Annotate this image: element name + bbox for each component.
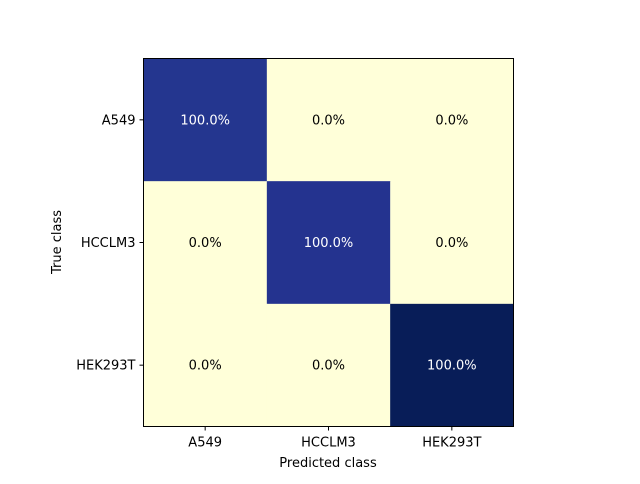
y-tick-label-2: HEK293T xyxy=(76,359,135,374)
cell-label-1-2: 0.0% xyxy=(435,236,468,251)
heatmap-cell-1-0 xyxy=(143,181,268,305)
cell-label-0-2: 0.0% xyxy=(435,113,468,128)
cell-label-2-2: 100.0% xyxy=(427,359,477,374)
heatmap-cell-0-2 xyxy=(390,58,514,182)
heatmap-cell-1-2 xyxy=(390,181,514,305)
cell-label-1-0: 0.0% xyxy=(189,236,222,251)
cell-label-1-1: 100.0% xyxy=(304,236,354,251)
cell-label-2-1: 0.0% xyxy=(312,359,345,374)
axis-ticks: A549 HCCLM3 HEK293T A549 HCCLM3 HEK293T xyxy=(76,113,481,450)
y-tick-label-0: A549 xyxy=(102,113,136,128)
cell-label-0-0: 100.0% xyxy=(180,113,230,128)
y-axis-label: True class xyxy=(50,210,65,275)
heatmap-cell-2-1 xyxy=(266,303,391,427)
heatmap-cell-0-1 xyxy=(266,58,391,182)
heatmap-cell-1-1 xyxy=(266,181,391,305)
x-tick-label-2: HEK293T xyxy=(422,436,481,451)
heatmap-cell-2-0 xyxy=(143,303,268,427)
y-tick-label-1: HCCLM3 xyxy=(81,236,136,251)
x-tick-label-1: HCCLM3 xyxy=(301,436,356,451)
heatmap-cell-2-2 xyxy=(390,303,514,427)
heatmap-cell-0-0 xyxy=(143,58,268,182)
heatmap-cells: 100.0% 0.0% 0.0% 0.0% 100.0% 0.0% 0.0% 0.0% 100.… xyxy=(143,58,514,427)
x-axis-label: Predicted class xyxy=(279,456,377,471)
cell-label-0-1: 0.0% xyxy=(312,113,345,128)
cell-label-2-0: 0.0% xyxy=(189,359,222,374)
x-tick-label-0: A549 xyxy=(188,436,222,451)
